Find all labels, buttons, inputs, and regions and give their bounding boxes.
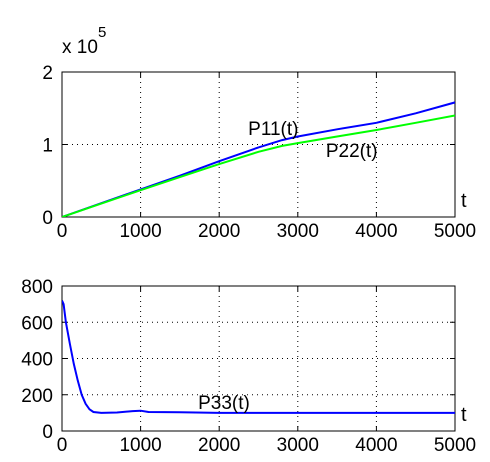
x-tick-label: 1000 [119, 435, 161, 456]
y-multiplier-exponent: 5 [98, 24, 106, 41]
x-tick-label: 3000 [277, 221, 319, 242]
series-annotation: P11(t) [248, 119, 298, 140]
x-tick-label: 2000 [198, 221, 240, 242]
x-tick-label: 5000 [434, 221, 476, 242]
x-tick-label: 2000 [198, 435, 240, 456]
y-tick-label: 2 [42, 63, 53, 84]
x-tick-label: 3000 [277, 435, 319, 456]
bottom-plot-panel: 0 1000 2000 3000 4000 5000 0 200 400 600 800 t P33(t… [21, 277, 476, 456]
series-line-p33t [62, 300, 455, 414]
y-tick-label: 0 [42, 208, 53, 229]
y-tick-label: 400 [21, 350, 53, 371]
top-plot-panel: 0 1000 2000 3000 4000 5000 0 1 2 t x 105 P11(t) P22(… [42, 24, 476, 242]
y-tick-label: 800 [21, 277, 53, 298]
y-tick-label: 200 [21, 386, 53, 407]
x-tick-label: 0 [57, 221, 68, 242]
y-tick-label: 0 [42, 422, 53, 443]
x-axis-label: t [461, 190, 467, 212]
x-tick-label: 4000 [355, 435, 397, 456]
series-annotation: P33(t) [198, 393, 250, 414]
y-tick-label: 600 [21, 313, 53, 334]
x-tick-label: 0 [57, 435, 68, 456]
y-multiplier-label: x 10 [62, 37, 98, 58]
series-annotation: P22(t) [326, 141, 378, 162]
series-line-p22t [62, 114, 455, 217]
x-tick-label: 1000 [119, 221, 161, 242]
x-axis-label: t [461, 404, 467, 426]
x-tick-label: 5000 [434, 435, 476, 456]
y-tick-label: 1 [42, 136, 53, 157]
x-tick-label: 4000 [355, 221, 397, 242]
